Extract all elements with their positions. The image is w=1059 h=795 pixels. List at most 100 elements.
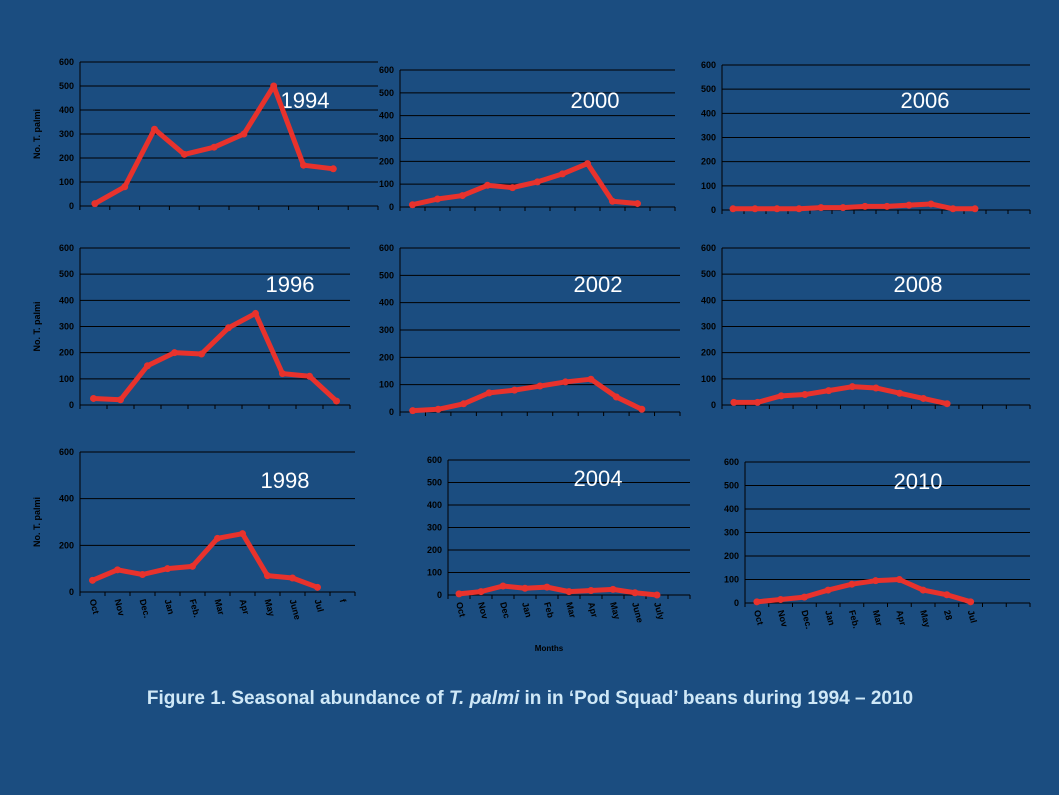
point [434,405,442,413]
x-tick-label: Jan [520,601,534,619]
y-tick-label: 400 [59,105,74,115]
point [270,82,278,90]
y-tick-label: 200 [701,348,716,358]
point [800,593,808,601]
point [306,372,313,380]
y-tick-label: 600 [379,65,394,75]
x-tick-label: Mar [871,609,885,628]
point [289,574,296,582]
point [214,534,221,542]
point [252,309,259,317]
y-tick-label: 400 [379,298,394,308]
point [314,583,321,591]
y-tick-label: 200 [59,540,74,550]
y-axis-label: No. T. palmi [32,109,42,159]
point [561,378,569,386]
point [455,590,463,598]
y-tick-label: 300 [59,322,74,332]
point [499,582,507,590]
point [631,589,639,597]
x-tick-label: Apr [238,598,252,616]
x-tick-label: May [608,601,622,621]
point [634,200,641,208]
y-tick-label: 0 [389,202,394,212]
year-label: 1996 [266,272,315,297]
x-tick-label: Nov [113,598,127,617]
x-tick-label: Dec. [799,609,814,630]
point [90,394,97,402]
point [485,389,493,397]
y-tick-label: 0 [69,201,74,211]
year-label: 2006 [901,88,950,113]
y-tick-label: 0 [734,598,739,608]
point [477,588,485,596]
y-tick-label: 600 [379,243,394,253]
point [777,392,785,400]
y-tick-label: 100 [379,179,394,189]
x-tick-label: Nov [776,609,790,628]
point [777,595,785,603]
y-tick-label: 400 [701,295,716,305]
line-series [733,201,975,212]
y-tick-label: 200 [701,157,716,167]
line-series [756,577,972,605]
y-tick-label: 0 [711,400,716,410]
y-tick-label: 600 [701,243,716,253]
point [198,350,205,358]
y-tick-label: 100 [59,177,74,187]
caption-part: T. palmi [449,688,520,709]
x-tick-label: Jan [163,598,177,616]
point [801,391,809,399]
point [872,577,880,585]
y-tick-label: 400 [427,500,442,510]
y-tick-label: 300 [701,322,716,332]
point [164,565,171,573]
point [817,204,825,212]
point [754,398,762,406]
y-tick-label: 100 [59,374,74,384]
point [460,400,468,408]
point [730,398,738,406]
point [612,393,620,401]
y-tick-label: 200 [724,551,739,561]
point [240,130,248,138]
point [144,362,151,370]
point [114,566,121,574]
point [773,205,781,213]
y-tick-label: 300 [724,528,739,538]
x-tick-label: Dec. [138,598,153,619]
y-tick-label: 500 [379,270,394,280]
x-tick-label: Feb [542,601,556,620]
point [883,202,891,210]
point [239,530,246,538]
point [839,204,847,212]
line-series [93,310,339,403]
x-axis-label: Months [535,644,564,653]
point [521,584,529,592]
point [121,183,129,191]
line-series [458,583,658,598]
y-tick-label: 200 [379,352,394,362]
year-label: 2010 [894,469,943,494]
y-tick-label: 600 [701,60,716,70]
point [565,588,573,596]
point [534,178,541,186]
point [848,383,856,391]
y-tick-label: 0 [389,407,394,417]
x-tick-label: May [263,598,277,618]
y-tick-label: 100 [427,568,442,578]
x-tick-label: Apr [586,601,600,619]
x-tick-label: Jul [966,609,979,624]
y-tick-label: 400 [724,504,739,514]
y-tick-label: 400 [59,494,74,504]
x-tick-label: Mar [564,601,578,620]
point [210,143,218,151]
point [559,170,566,178]
point [848,580,856,588]
x-tick-label: Feb. [847,609,861,629]
point [638,405,646,413]
point [279,370,286,378]
point [459,192,466,200]
y-tick-label: 500 [59,81,74,91]
point [872,384,880,392]
